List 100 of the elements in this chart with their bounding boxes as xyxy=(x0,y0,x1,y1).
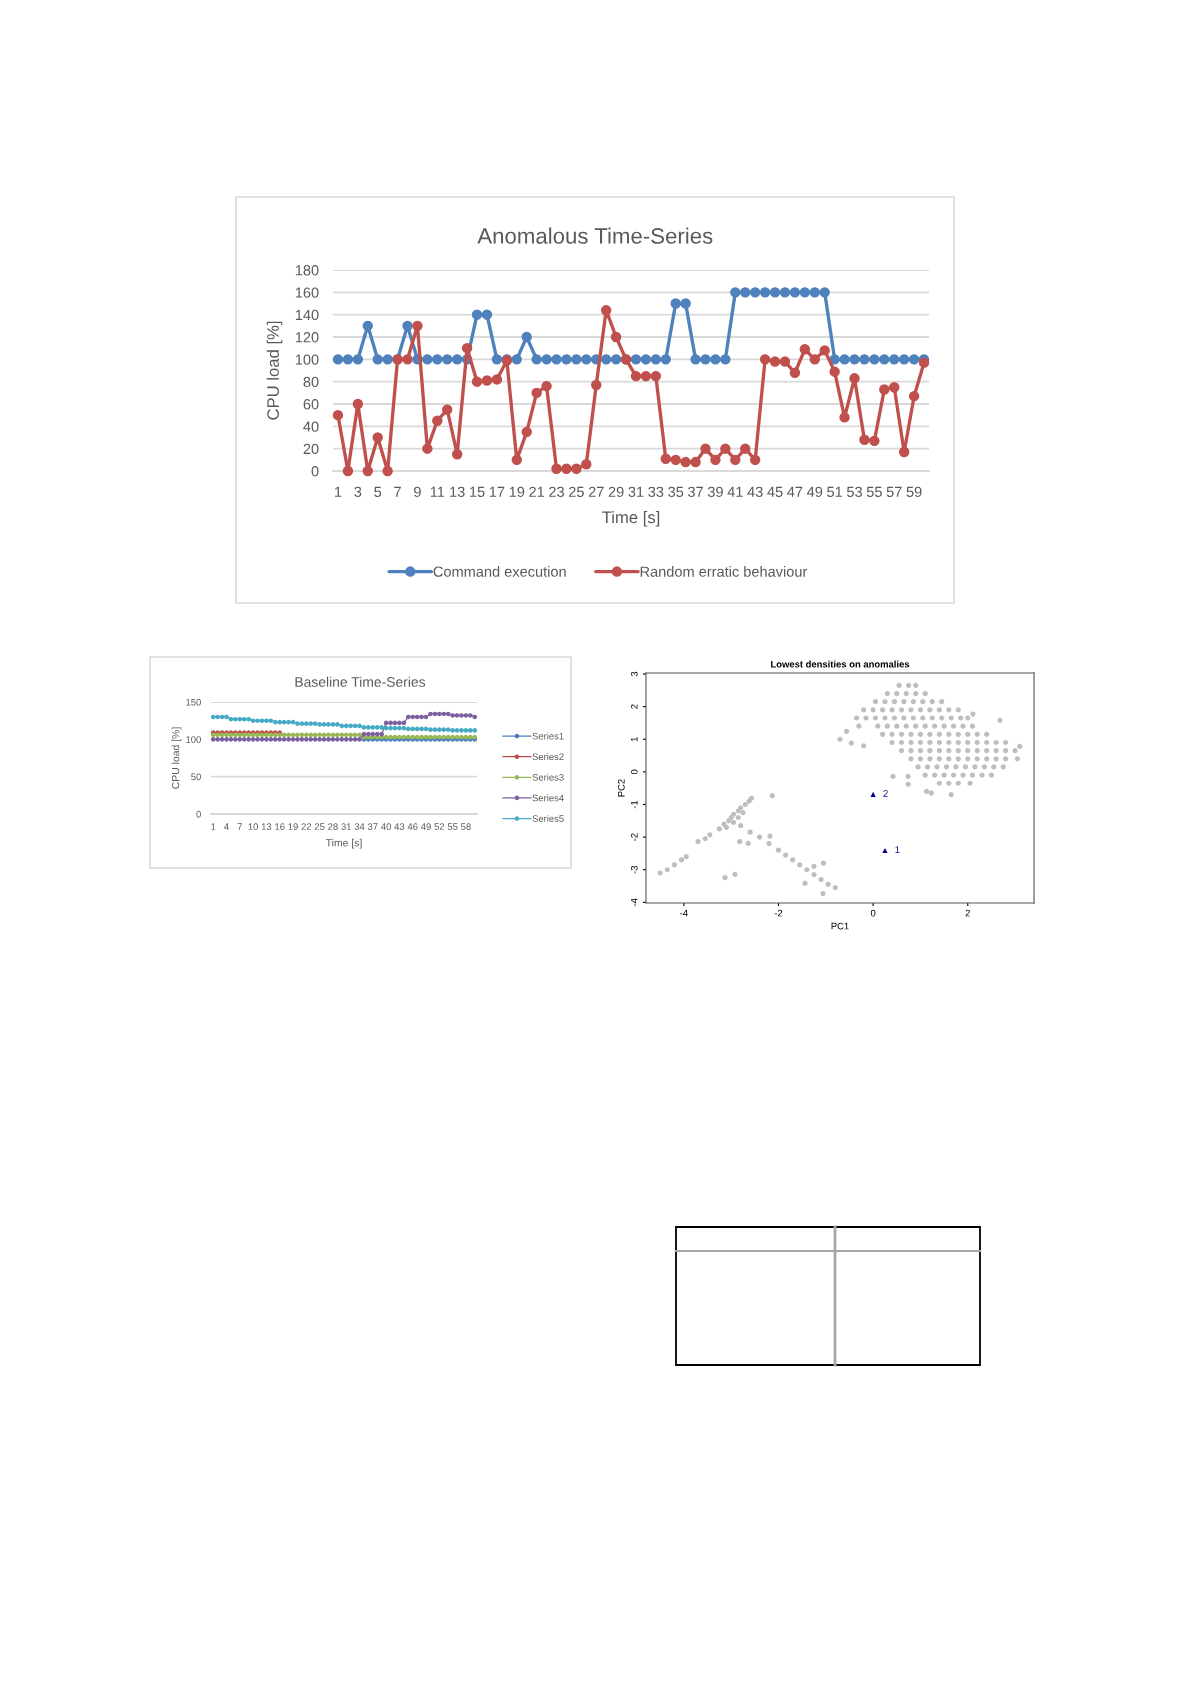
point xyxy=(342,354,354,365)
point xyxy=(295,732,300,738)
point xyxy=(401,720,407,726)
point xyxy=(348,723,353,729)
point xyxy=(521,331,532,343)
point xyxy=(610,354,622,365)
point xyxy=(241,716,247,722)
y-axis-title: CPU load [%] xyxy=(171,727,182,789)
x-tick-label: 52 xyxy=(434,823,445,830)
point xyxy=(401,725,407,731)
point xyxy=(397,720,402,726)
y-tick-label: 1 xyxy=(631,737,638,742)
x-tick-label: 19 xyxy=(509,486,525,497)
point xyxy=(412,320,423,332)
y-tick-label: 20 xyxy=(303,443,319,455)
point xyxy=(908,390,920,402)
x-tick-label: 7 xyxy=(394,486,401,497)
point xyxy=(481,375,493,386)
point xyxy=(423,714,429,720)
point xyxy=(246,716,251,722)
point xyxy=(312,732,318,738)
point xyxy=(343,737,349,742)
point xyxy=(809,287,820,298)
point xyxy=(660,354,671,365)
point xyxy=(382,354,393,365)
point xyxy=(286,719,291,725)
point xyxy=(352,723,358,729)
x-tick-label: 35 xyxy=(668,486,684,497)
point xyxy=(740,287,751,298)
point xyxy=(889,382,900,393)
point xyxy=(571,463,582,474)
point xyxy=(272,737,278,742)
x-tick-label: 39 xyxy=(707,486,723,497)
point xyxy=(228,716,234,722)
point xyxy=(372,354,383,365)
point xyxy=(410,726,416,732)
point xyxy=(299,732,305,738)
point xyxy=(680,298,691,309)
point xyxy=(779,287,791,298)
point xyxy=(423,726,429,732)
legend-label: Series2 xyxy=(532,753,564,761)
x-tick-label: 4 xyxy=(224,823,229,830)
point xyxy=(268,737,274,742)
point xyxy=(219,737,225,742)
x-tick-label: 3 xyxy=(354,486,362,497)
point xyxy=(402,320,413,332)
point xyxy=(459,728,464,733)
x-tick-label: 53 xyxy=(846,486,862,497)
point xyxy=(600,304,612,316)
point xyxy=(749,454,761,466)
point xyxy=(551,463,562,474)
y-tick-label: -2 xyxy=(630,833,638,841)
chart-title: Anomalous Time-Series xyxy=(477,227,713,244)
point xyxy=(241,737,247,742)
x-tick-label: 2 xyxy=(965,909,970,917)
point xyxy=(747,829,753,835)
point xyxy=(695,839,701,845)
point xyxy=(471,376,483,387)
point xyxy=(451,354,463,365)
y-tick-label: 2 xyxy=(630,704,638,709)
point xyxy=(797,862,803,868)
point xyxy=(215,737,220,742)
point xyxy=(250,737,256,742)
point xyxy=(330,737,336,742)
legend-label: Series4 xyxy=(532,794,564,802)
point xyxy=(330,732,336,738)
x-tick-label: 1 xyxy=(335,486,342,497)
point xyxy=(581,459,592,470)
point xyxy=(671,862,677,868)
point xyxy=(299,737,305,742)
point xyxy=(670,298,681,309)
point xyxy=(255,737,260,742)
point xyxy=(299,721,305,726)
point xyxy=(321,737,327,742)
y-tick-label: 140 xyxy=(295,309,319,321)
y-tick-label: 160 xyxy=(295,287,319,298)
point xyxy=(732,871,738,877)
y-tick-label: 0 xyxy=(196,810,201,818)
point xyxy=(782,852,789,858)
point xyxy=(720,443,731,454)
point xyxy=(820,860,827,866)
point xyxy=(700,354,711,365)
y-tick-label: 40 xyxy=(303,421,319,432)
point xyxy=(472,714,478,720)
point xyxy=(372,432,383,443)
point xyxy=(277,719,283,725)
x-tick-label: 13 xyxy=(261,823,272,830)
point xyxy=(869,354,880,365)
point xyxy=(233,716,238,722)
point xyxy=(766,841,772,847)
point xyxy=(312,737,318,742)
point xyxy=(210,714,216,720)
x-tick-label: 31 xyxy=(341,823,352,830)
point xyxy=(233,737,238,742)
x-tick-label: 37 xyxy=(367,823,378,830)
x-tick-label: 11 xyxy=(430,486,445,497)
point xyxy=(491,354,503,365)
point xyxy=(357,723,362,729)
point xyxy=(357,732,362,738)
point xyxy=(759,287,771,298)
